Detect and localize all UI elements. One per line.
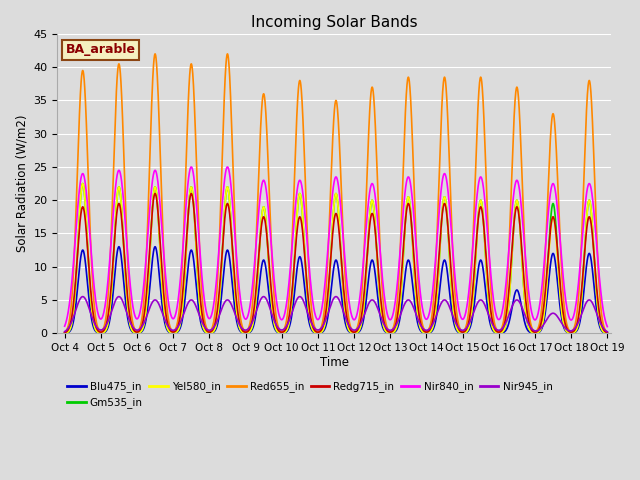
Nir945_in [123, 310, 131, 315]
Redg715_in [155, 221, 163, 227]
Nir945_in [604, 329, 611, 335]
Nir840_in [61, 324, 68, 329]
Nir945_in [269, 314, 276, 320]
Line: Blu475_in: Blu475_in [65, 247, 607, 333]
Redg715_in [604, 330, 611, 336]
Blu475_in [123, 309, 131, 314]
Nir945_in [61, 329, 68, 335]
Red655_in [604, 329, 611, 335]
Yel580_in [604, 330, 611, 336]
Line: Gm535_in: Gm535_in [65, 183, 607, 333]
Gm535_in [155, 225, 163, 231]
Line: Nir840_in: Nir840_in [65, 167, 607, 326]
Blu475_in [269, 320, 276, 326]
Blu475_in [292, 271, 300, 277]
Blu475_in [115, 244, 123, 250]
Nir945_in [292, 298, 300, 303]
Yel580_in [155, 225, 163, 231]
Nir945_in [593, 311, 601, 317]
Legend: Blu475_in, Gm535_in, Yel580_in, Red655_in, Redg715_in, Nir840_in, Nir945_in: Blu475_in, Gm535_in, Yel580_in, Red655_i… [63, 377, 557, 413]
Yel580_in [79, 180, 86, 186]
Yel580_in [269, 312, 276, 318]
Nir945_in [115, 294, 123, 300]
Nir840_in [123, 237, 131, 242]
Gm535_in [292, 222, 300, 228]
Yel580_in [534, 329, 542, 335]
Red655_in [61, 329, 68, 335]
Blu475_in [61, 330, 68, 336]
Redg715_in [269, 303, 276, 309]
Nir840_in [155, 187, 163, 192]
Line: Nir945_in: Nir945_in [65, 297, 607, 332]
Gm535_in [61, 330, 68, 336]
Redg715_in [61, 330, 68, 336]
Redg715_in [151, 191, 159, 196]
Yel580_in [593, 294, 601, 300]
Redg715_in [534, 327, 542, 333]
Gm535_in [534, 329, 542, 335]
Nir945_in [534, 327, 542, 333]
Line: Yel580_in: Yel580_in [65, 183, 607, 333]
Gm535_in [269, 312, 276, 318]
Red655_in [151, 51, 159, 57]
Line: Red655_in: Red655_in [65, 54, 607, 332]
Title: Incoming Solar Bands: Incoming Solar Bands [251, 15, 417, 30]
Blu475_in [604, 330, 611, 336]
Blu475_in [593, 309, 601, 314]
Redg715_in [593, 287, 601, 292]
X-axis label: Time: Time [319, 356, 349, 369]
Nir840_in [593, 244, 601, 250]
Red655_in [123, 230, 131, 236]
Red655_in [155, 113, 163, 119]
Red655_in [593, 235, 601, 241]
Blu475_in [155, 268, 163, 274]
Gm535_in [123, 293, 131, 299]
Y-axis label: Solar Radiation (W/m2): Solar Radiation (W/m2) [15, 115, 28, 252]
Redg715_in [123, 282, 131, 288]
Gm535_in [604, 330, 611, 336]
Text: BA_arable: BA_arable [66, 43, 136, 56]
Line: Redg715_in: Redg715_in [65, 193, 607, 333]
Nir840_in [292, 193, 300, 199]
Red655_in [534, 324, 542, 330]
Nir840_in [269, 263, 276, 269]
Yel580_in [61, 330, 68, 336]
Gm535_in [79, 180, 86, 186]
Red655_in [292, 122, 300, 128]
Blu475_in [534, 330, 542, 336]
Yel580_in [292, 222, 300, 228]
Nir840_in [534, 309, 542, 315]
Gm535_in [593, 294, 601, 300]
Nir840_in [188, 164, 195, 170]
Nir840_in [604, 324, 611, 329]
Redg715_in [292, 234, 300, 240]
Nir945_in [155, 301, 163, 307]
Yel580_in [123, 293, 131, 299]
Red655_in [269, 275, 276, 281]
